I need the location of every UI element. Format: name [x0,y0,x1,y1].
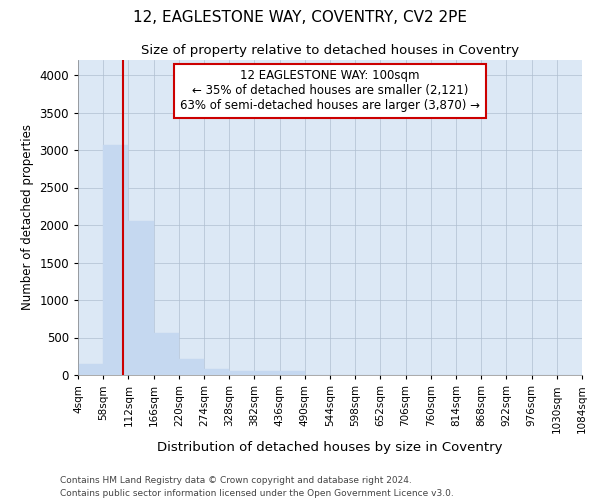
Bar [154,332,179,375]
Bar [179,359,204,375]
Text: Contains HM Land Registry data © Crown copyright and database right 2024.
Contai: Contains HM Land Registry data © Crown c… [60,476,454,498]
Bar [78,364,103,375]
Text: 12, EAGLESTONE WAY, COVENTRY, CV2 2PE: 12, EAGLESTONE WAY, COVENTRY, CV2 2PE [133,10,467,25]
X-axis label: Distribution of detached houses by size in Coventry: Distribution of detached houses by size … [157,441,503,454]
Bar [280,371,305,375]
Title: Size of property relative to detached houses in Coventry: Size of property relative to detached ho… [141,44,519,58]
Bar [103,145,128,375]
Text: 12 EAGLESTONE WAY: 100sqm
← 35% of detached houses are smaller (2,121)
63% of se: 12 EAGLESTONE WAY: 100sqm ← 35% of detac… [180,70,480,112]
Bar [128,220,154,375]
Bar [204,369,229,375]
Y-axis label: Number of detached properties: Number of detached properties [21,124,34,310]
Bar [229,371,254,375]
Bar [254,371,280,375]
